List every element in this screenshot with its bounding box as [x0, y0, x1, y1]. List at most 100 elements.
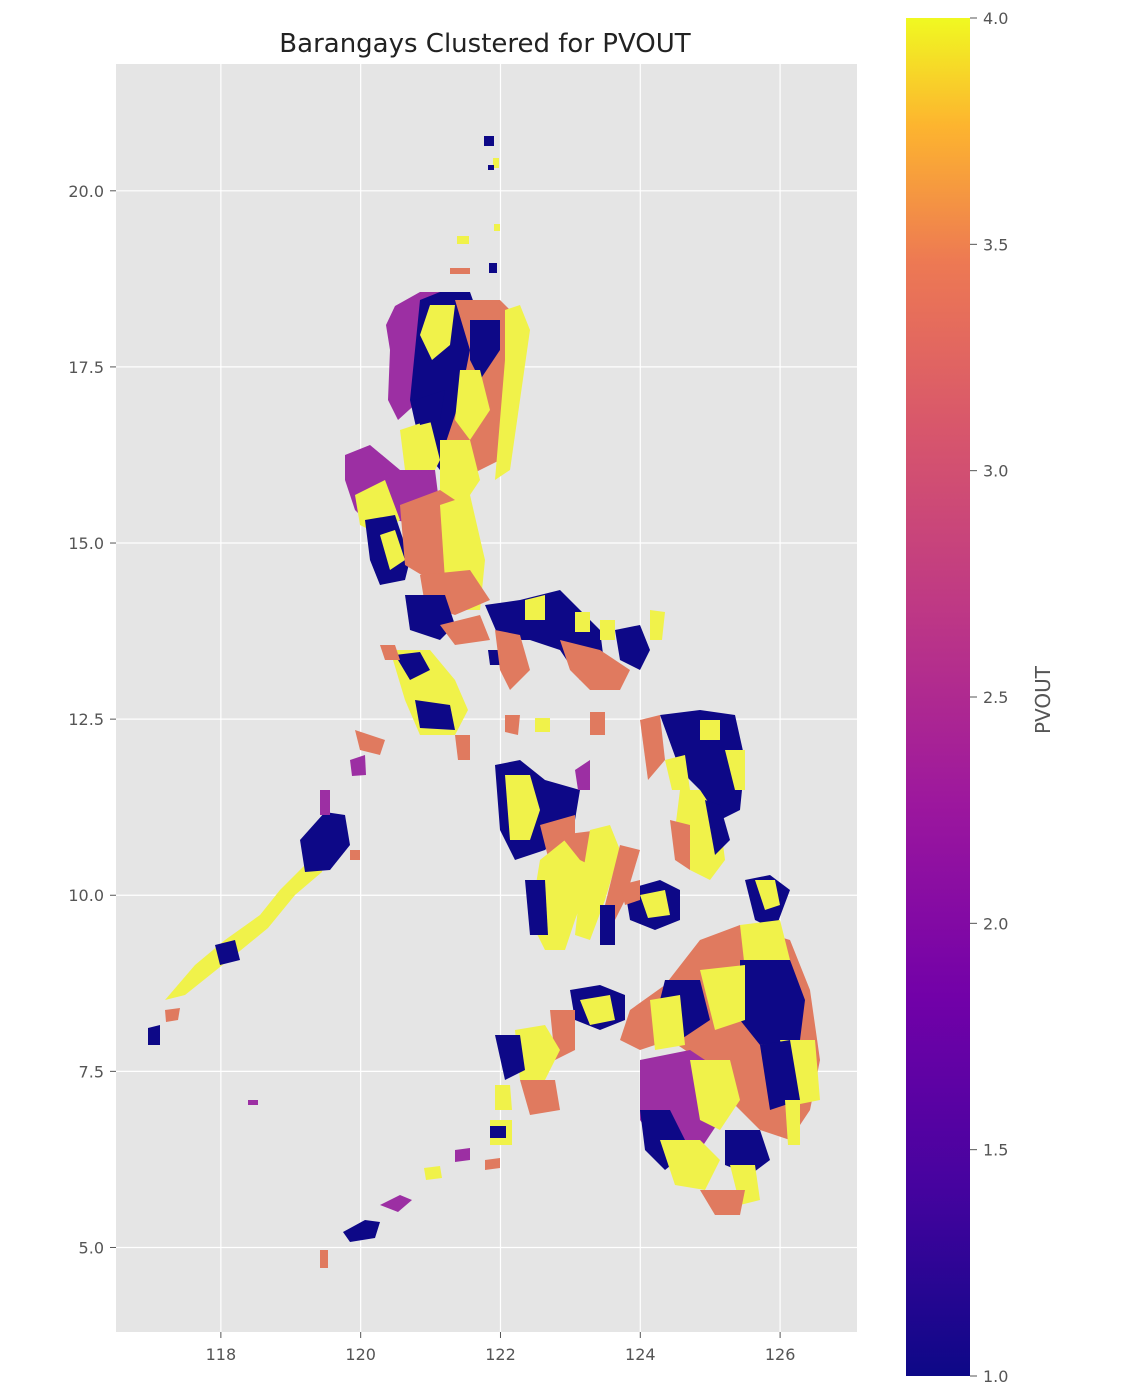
- x-tick-label: 118: [206, 1345, 237, 1364]
- map-patch: [725, 750, 745, 790]
- region-sulu: [320, 1148, 500, 1268]
- y-tick-label: 17.5: [68, 358, 104, 377]
- x-tick-label: 120: [345, 1345, 376, 1364]
- map-patch: [343, 1220, 380, 1242]
- map-patch: [700, 1190, 745, 1215]
- map-patch: [700, 965, 745, 1030]
- map-patch: [725, 1130, 770, 1175]
- y-axis: 5.0 7.5 10.0 12.5 15.0 17.5 20.0: [68, 182, 116, 1257]
- map-patch: [415, 700, 455, 730]
- map-patch: [575, 760, 590, 790]
- map-patch: [600, 620, 615, 640]
- colorbar-tick-label: 3.0: [983, 462, 1008, 481]
- map-patch: [488, 165, 494, 170]
- colorbar-tick-label: 2.5: [983, 688, 1008, 707]
- map-patch: [400, 420, 440, 480]
- map-patch: [705, 800, 730, 855]
- map-patch: [380, 530, 405, 570]
- map-patch: [424, 1166, 442, 1180]
- colorbar-ticks: 1.0 1.5 2.0 2.5 3.0 3.5 4.0: [970, 9, 1008, 1386]
- region-babuyan: [450, 224, 500, 274]
- region-zamboanga: [515, 1025, 560, 1080]
- map-patch: [380, 1195, 412, 1212]
- map-patch: [670, 820, 690, 870]
- colorbar-tick-label: 1.0: [983, 1367, 1008, 1386]
- map-patch: [490, 1126, 506, 1138]
- region-cebu: [575, 825, 620, 940]
- map-patch: [755, 880, 780, 910]
- map-patch: [489, 263, 497, 273]
- map-patch: [760, 1040, 800, 1110]
- region-davao: [690, 1060, 740, 1130]
- map-patch: [665, 755, 690, 790]
- map-patch: [350, 850, 360, 860]
- map-patch: [495, 1085, 512, 1110]
- map-patch: [495, 1035, 525, 1080]
- map-patch: [457, 236, 469, 244]
- map-patch: [525, 595, 545, 620]
- colorbar-label: PVOUT: [1031, 665, 1055, 734]
- map-patch: [495, 630, 530, 690]
- map-patch: [148, 1025, 160, 1045]
- region-samar: [660, 710, 745, 820]
- map-patch: [420, 305, 455, 360]
- map-patch: [395, 652, 430, 680]
- map-patch: [650, 995, 685, 1050]
- map-patch: [455, 735, 470, 760]
- map-patch: [740, 960, 805, 1045]
- x-tick-label: 122: [485, 1345, 516, 1364]
- map-patch: [300, 812, 350, 872]
- colorbar-tick-label: 3.5: [983, 235, 1008, 254]
- map-patch: [590, 712, 605, 735]
- map-patch: [470, 320, 500, 380]
- map-patch: [575, 612, 590, 632]
- x-axis: 118 120 122 124 126: [206, 1332, 796, 1364]
- y-tick-label: 12.5: [68, 710, 104, 729]
- map-patch: [505, 715, 520, 735]
- map-patch: [600, 905, 615, 945]
- y-tick-label: 20.0: [68, 182, 104, 201]
- map-patch: [215, 940, 240, 965]
- map-patch: [640, 715, 665, 780]
- map-patch: [620, 880, 640, 905]
- map-patch: [785, 1100, 800, 1145]
- map-patch: [440, 440, 480, 510]
- map-patch: [660, 1140, 720, 1190]
- colorbar: [906, 18, 970, 1376]
- map-patch: [440, 615, 490, 645]
- map-patch: [580, 995, 615, 1025]
- map-patch: [320, 790, 330, 815]
- x-tick-label: 126: [765, 1345, 796, 1364]
- map-patch: [485, 1158, 500, 1170]
- map-patch: [493, 158, 499, 168]
- region-batanes: [484, 136, 499, 170]
- x-tick-label: 124: [625, 1345, 656, 1364]
- map-patch: [415, 390, 445, 425]
- map-patch: [650, 610, 665, 640]
- map-patch: [525, 880, 548, 935]
- map-patch: [355, 730, 385, 755]
- y-tick-label: 5.0: [79, 1238, 104, 1257]
- map-patch: [165, 850, 325, 1000]
- colorbar-tick-label: 1.5: [983, 1141, 1008, 1160]
- map-patch: [560, 640, 630, 690]
- map-patch: [455, 370, 490, 440]
- philippines-map: [148, 136, 820, 1268]
- map-patch: [700, 720, 720, 740]
- map-patch: [484, 136, 494, 146]
- map-patch: [455, 1148, 470, 1162]
- y-tick-label: 15.0: [68, 534, 104, 553]
- map-patch: [350, 755, 366, 776]
- map-patch: [494, 224, 500, 231]
- region-metro-manila: [405, 595, 455, 640]
- y-tick-label: 7.5: [79, 1062, 104, 1081]
- map-patch: [320, 1250, 328, 1268]
- chart-title: Barangays Clustered for PVOUT: [279, 29, 690, 59]
- map-patch: [380, 645, 400, 660]
- map-patch: [248, 1100, 258, 1105]
- map-patch: [165, 1008, 180, 1022]
- map-patch: [520, 1080, 560, 1115]
- map-patch: [640, 890, 670, 918]
- y-tick-label: 10.0: [68, 886, 104, 905]
